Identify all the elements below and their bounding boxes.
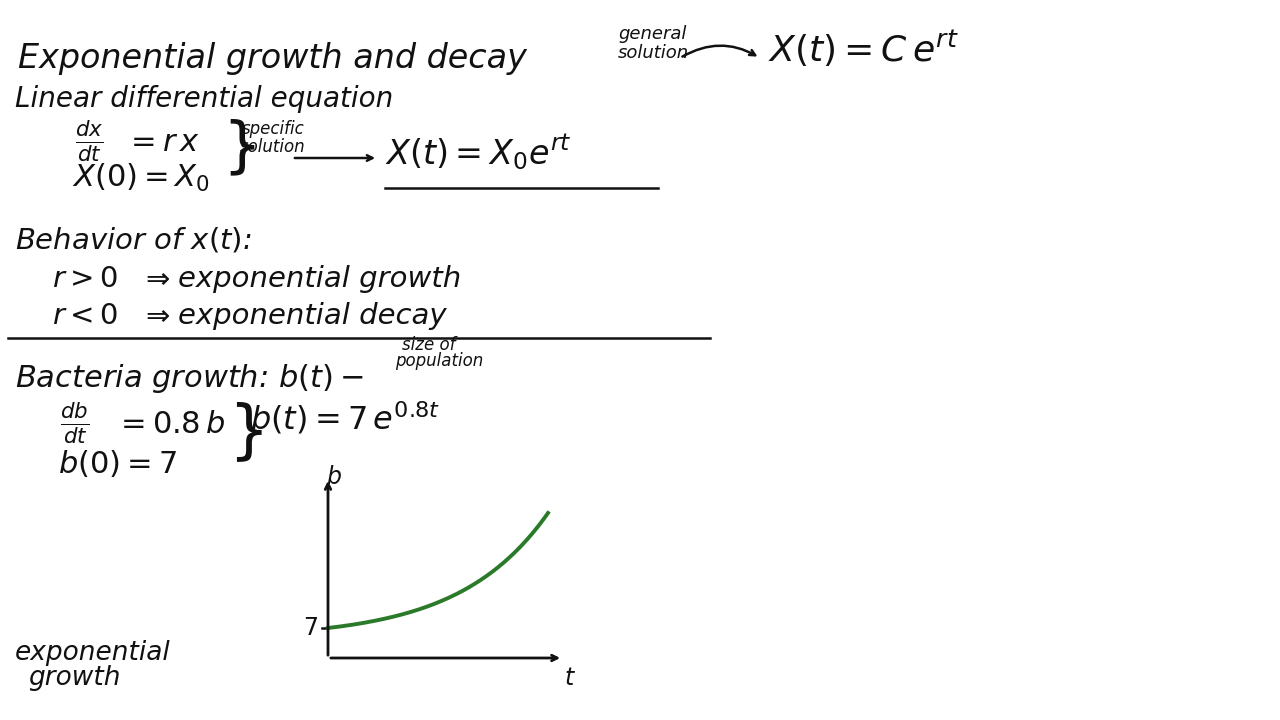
Text: $\frac{db}{dt}$: $\frac{db}{dt}$ [60, 400, 90, 446]
Text: exponential growth: exponential growth [178, 265, 461, 293]
Text: Bacteria growth: $b(t)-$: Bacteria growth: $b(t)-$ [15, 362, 364, 395]
Text: general: general [618, 25, 686, 43]
Text: population: population [396, 352, 484, 370]
Text: Behavior of $x(t)$:: Behavior of $x(t)$: [15, 225, 252, 254]
Text: $r > 0$: $r > 0$ [52, 265, 118, 293]
Text: $b(0) = 7$: $b(0) = 7$ [58, 448, 177, 479]
Text: $b(t)= 7\,e^{0.8t}$: $b(t)= 7\,e^{0.8t}$ [250, 400, 440, 437]
Text: $r < 0$: $r < 0$ [52, 302, 118, 330]
Text: $X(t) = C\,e^{rt}$: $X(t) = C\,e^{rt}$ [768, 28, 959, 68]
Text: $\Rightarrow$: $\Rightarrow$ [140, 302, 170, 330]
Text: solution: solution [241, 138, 306, 156]
Text: $\}$: $\}$ [228, 400, 262, 464]
Text: $7$: $7$ [303, 616, 317, 640]
Text: $\}$: $\}$ [221, 118, 255, 178]
Text: $= 0.8\,b$: $= 0.8\,b$ [115, 410, 225, 439]
Text: $\Rightarrow$: $\Rightarrow$ [140, 265, 170, 293]
Text: size of: size of [402, 336, 456, 354]
Text: specific: specific [242, 120, 305, 138]
Text: $X(t)= X_0 e^{rt}$: $X(t)= X_0 e^{rt}$ [385, 132, 572, 172]
Text: solution: solution [618, 44, 689, 62]
Text: growth: growth [28, 665, 120, 691]
Text: exponential decay: exponential decay [178, 302, 447, 330]
Text: Linear differential equation: Linear differential equation [15, 85, 393, 113]
Text: $b$: $b$ [326, 465, 342, 489]
Text: $= r\,x$: $= r\,x$ [125, 128, 200, 157]
Text: $t$: $t$ [564, 666, 576, 690]
Text: Exponential growth and decay: Exponential growth and decay [18, 42, 527, 75]
Text: $\frac{dx}{dt}$: $\frac{dx}{dt}$ [76, 118, 104, 163]
Text: exponential: exponential [15, 640, 170, 666]
Text: $X(0) = X_0$: $X(0) = X_0$ [72, 162, 210, 194]
